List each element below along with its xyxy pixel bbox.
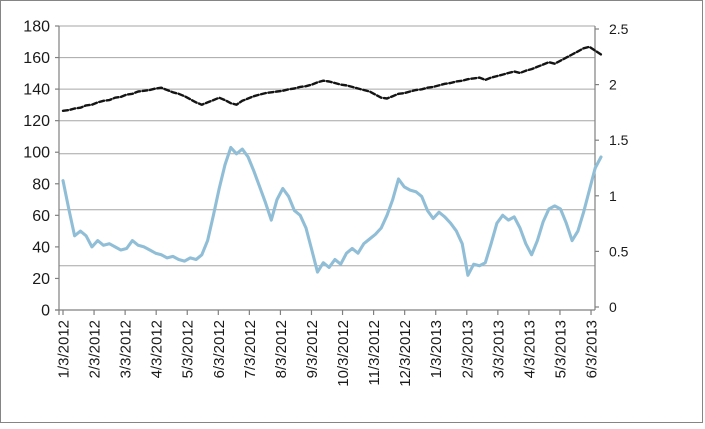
y-left-tick-label: 0 bbox=[41, 303, 50, 320]
x-tick-label: 2/3/2012 bbox=[87, 320, 104, 378]
x-tick-label: 8/3/2012 bbox=[273, 320, 290, 378]
black-dashed-line bbox=[61, 45, 603, 113]
x-tick-label: 5/3/2012 bbox=[180, 320, 197, 378]
y-left-tick-label: 20 bbox=[32, 271, 50, 288]
x-tick-label: 7/3/2012 bbox=[242, 320, 259, 378]
y-right-tick-label: 0 bbox=[609, 299, 617, 315]
y-right-tick-label: 0.5 bbox=[609, 243, 629, 259]
x-tick-label: 3/3/2012 bbox=[118, 320, 135, 378]
x-tick-label: 12/3/2012 bbox=[397, 320, 414, 387]
x-tick-label: 1/3/2013 bbox=[428, 320, 445, 378]
y-left-tick-label: 120 bbox=[23, 113, 50, 130]
y-left-tick-label: 60 bbox=[32, 208, 50, 225]
y-left-tick-label: 80 bbox=[32, 176, 50, 193]
x-tick-label: 1/3/2012 bbox=[56, 320, 73, 378]
y-right-tick-label: 1 bbox=[609, 188, 617, 204]
y-left-tick-label: 100 bbox=[23, 145, 50, 162]
x-tick-label: 5/3/2013 bbox=[552, 320, 569, 378]
x-tick-label: 2/3/2013 bbox=[459, 320, 476, 378]
y-left-tick-label: 140 bbox=[23, 82, 50, 99]
x-tick-label: 3/3/2013 bbox=[490, 320, 507, 378]
x-tick-label: 4/3/2013 bbox=[521, 320, 538, 378]
blue-line bbox=[61, 145, 603, 277]
x-tick-label: 6/3/2013 bbox=[584, 320, 601, 378]
x-tick-label: 9/3/2012 bbox=[304, 320, 321, 378]
x-tick-label: 4/3/2012 bbox=[149, 320, 166, 378]
y-left-tick-label: 40 bbox=[32, 239, 50, 256]
y-left-tick-label: 180 bbox=[23, 19, 50, 36]
y-left-tick-label: 160 bbox=[23, 50, 50, 67]
x-tick-label: 6/3/2012 bbox=[211, 320, 228, 378]
y-right-tick-label: 2 bbox=[609, 77, 617, 93]
x-tick-label: 11/3/2012 bbox=[366, 320, 383, 386]
y-right-tick-label: 2.5 bbox=[609, 21, 629, 37]
x-tick-label: 10/3/2012 bbox=[335, 320, 352, 387]
y-right-tick-label: 1.5 bbox=[609, 132, 629, 148]
